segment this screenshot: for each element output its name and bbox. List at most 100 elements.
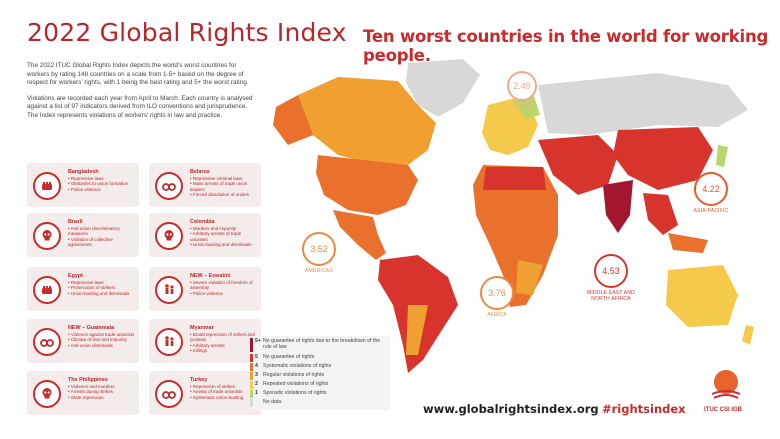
legend-row: 5+ No guarantee of rights due to the brea… bbox=[250, 338, 381, 352]
fist-icon bbox=[33, 172, 61, 200]
violation-item: Violence and murders bbox=[68, 384, 136, 389]
country-name: NEW – Eswatini bbox=[190, 273, 231, 279]
skull-icon bbox=[155, 222, 183, 250]
headline: Ten worst countries in the world for wor… bbox=[363, 27, 769, 65]
legend-text: Systematic violations of rights bbox=[263, 363, 332, 369]
map-region-canada bbox=[296, 77, 436, 165]
violation-item: Arrests of trade unionists bbox=[190, 389, 258, 394]
protest-icon bbox=[155, 276, 183, 304]
region-score-value: 4.22 bbox=[702, 184, 720, 194]
map-region-indonesia bbox=[668, 233, 708, 253]
ituc-logo-icon bbox=[711, 370, 741, 399]
country-card: Myanmar Brutal repression of strikes and… bbox=[149, 319, 261, 363]
map-region-north-africa bbox=[483, 167, 546, 190]
region-score-value: 3.76 bbox=[488, 288, 506, 298]
country-name: Colombia bbox=[190, 219, 215, 225]
handcuffs-icon bbox=[33, 328, 61, 356]
legend-swatch bbox=[250, 372, 253, 380]
region-score-americas: 3.52 bbox=[302, 232, 336, 266]
map-region-japan bbox=[716, 145, 728, 167]
country-card: Turkey Repression of strikesArrests of t… bbox=[149, 371, 261, 415]
map-region-greenland bbox=[406, 59, 480, 117]
country-name: Myanmar bbox=[190, 325, 214, 331]
fist-icon bbox=[33, 276, 61, 304]
region-label: ASIA-PACIFIC bbox=[693, 208, 729, 214]
legend-text: No data bbox=[263, 399, 282, 405]
violation-item: Repressive laws bbox=[68, 176, 136, 181]
map-region-australia bbox=[666, 265, 738, 327]
legend-text: No guarantee of rights bbox=[263, 354, 315, 360]
legend-swatch bbox=[250, 399, 253, 407]
violation-item: State repression bbox=[68, 395, 136, 400]
country-card: Brazil Anti-union discriminatory measure… bbox=[27, 213, 139, 257]
violation-item: Killings bbox=[190, 348, 258, 353]
country-name: Turkey bbox=[190, 377, 208, 383]
region-score-mena: 4.53 bbox=[594, 254, 628, 288]
country-card: Colombia Murders and impunityArbitrary a… bbox=[149, 213, 261, 257]
region-label: AFRICA bbox=[487, 312, 507, 318]
region-score-value: 3.52 bbox=[310, 244, 328, 254]
country-name: Brazil bbox=[68, 219, 83, 225]
map-region-alaska bbox=[273, 95, 313, 145]
legend-rating: 5+ bbox=[255, 338, 261, 344]
legend-swatch bbox=[250, 354, 253, 362]
violation-item: Repressive laws bbox=[68, 280, 136, 285]
world-map bbox=[273, 59, 754, 373]
country-name: Belarus bbox=[190, 169, 210, 175]
legend-rating: 3 bbox=[255, 372, 258, 378]
region-label: MIDDLE EAST AND NORTH AFRICA bbox=[587, 290, 635, 302]
violation-item: Arbitrary arrests of trade unionists bbox=[190, 231, 258, 242]
country-name: Egypt bbox=[68, 273, 83, 279]
legend-rating: 4 bbox=[255, 363, 258, 369]
legend-text: No guarantee of rights due to the breakd… bbox=[263, 338, 381, 350]
handcuffs-icon bbox=[155, 380, 183, 408]
legend-row: 2 Repeated violations of rights bbox=[250, 381, 328, 389]
region-score-value: 2.49 bbox=[513, 81, 531, 91]
map-region-new-zealand bbox=[742, 325, 754, 345]
region-label: EUROPE bbox=[510, 104, 534, 110]
region-score-africa: 3.76 bbox=[480, 276, 514, 310]
violation-item: Repression of strikes bbox=[190, 384, 258, 389]
violation-item: Union-busting and dismissals bbox=[190, 242, 258, 247]
page-title: 2022 Global Rights Index bbox=[27, 18, 347, 47]
hashtag: #rightsindex bbox=[602, 402, 686, 416]
violation-item: Obstacles to union formation bbox=[68, 181, 136, 186]
violation-item: Police violence bbox=[190, 291, 258, 296]
legend-text: Sporadic violations of rights bbox=[263, 390, 327, 396]
violation-item: Climate of fear and impunity bbox=[68, 337, 136, 342]
legend-swatch bbox=[250, 390, 253, 398]
website-link[interactable]: www.globalrightsindex.org bbox=[423, 402, 599, 416]
intro-paragraph-1: The 2022 ITUC Global Rights Index depict… bbox=[27, 62, 249, 87]
legend-rating: 2 bbox=[255, 381, 258, 387]
map-region-india bbox=[603, 180, 633, 233]
country-name: Bangladesh bbox=[68, 169, 99, 175]
logo-text: ITUC CSI IGB bbox=[704, 407, 743, 413]
map-region-usa bbox=[316, 155, 418, 215]
region-score-value: 4.53 bbox=[602, 266, 620, 276]
country-card: Belarus Repressive criminal lawsMass arr… bbox=[149, 163, 261, 207]
legend-text: Regular violations of rights bbox=[263, 372, 325, 378]
violation-item: Forced dissolution of unions bbox=[190, 192, 258, 197]
legend-rating: 1 bbox=[255, 390, 258, 396]
country-name: NEW – Guatemala bbox=[68, 325, 115, 331]
legend-row: 5 No guarantee of rights bbox=[250, 354, 314, 362]
map-region-argentina bbox=[406, 305, 428, 355]
legend-swatch bbox=[250, 338, 253, 352]
legend-row: 4 Systematic violations of rights bbox=[250, 363, 331, 371]
violation-item: Arbitrary arrests bbox=[190, 343, 258, 348]
map-region-middle-east bbox=[538, 135, 618, 195]
violation-item: Anti-union discriminatory measures bbox=[68, 226, 136, 237]
legend-row: No data bbox=[250, 399, 281, 407]
violation-item: Violence against trade unionists bbox=[68, 332, 136, 337]
violation-item: Mass arrests of trade union leaders bbox=[190, 181, 258, 192]
region-score-europe: 2.49 bbox=[507, 71, 537, 101]
violation-item: Brutal repression of strikes and protest… bbox=[190, 332, 258, 343]
violation-item: Repressive criminal laws bbox=[190, 176, 258, 181]
legend-row: 1 Sporadic violations of rights bbox=[250, 390, 326, 398]
violation-item: Arrests during strikes bbox=[68, 389, 136, 394]
violation-item: Union-busting and dismissals bbox=[68, 291, 136, 296]
country-card: Bangladesh Repressive lawsObstacles to u… bbox=[27, 163, 139, 207]
violation-item: Anti-union dismissals bbox=[68, 343, 136, 348]
country-card: Egypt Repressive lawsProsecution of stri… bbox=[27, 267, 139, 311]
map-region-china bbox=[613, 127, 713, 190]
